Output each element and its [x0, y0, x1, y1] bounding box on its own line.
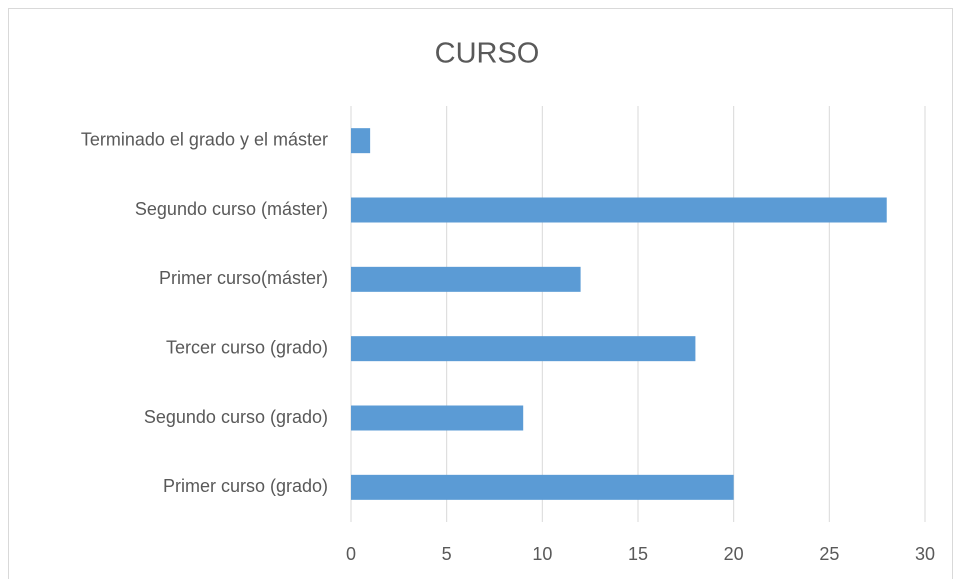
- bar: [351, 474, 734, 500]
- y-tick-label: Tercer curso (grado): [166, 337, 328, 357]
- x-tick-label: 20: [724, 544, 744, 564]
- bar: [351, 266, 581, 292]
- chart-title: CURSO: [435, 38, 540, 70]
- y-tick-label: Segundo curso (grado): [144, 407, 328, 427]
- y-tick-label: Primer curso(máster): [159, 268, 328, 288]
- bar: [351, 128, 371, 154]
- x-tick-label: 0: [346, 544, 356, 564]
- bar: [351, 405, 524, 431]
- x-tick-label: 10: [532, 544, 552, 564]
- bar: [351, 197, 887, 223]
- x-tick-label: 25: [819, 544, 839, 564]
- x-tick-label: 15: [628, 544, 648, 564]
- bar: [351, 336, 696, 362]
- y-tick-label: Segundo curso (máster): [135, 199, 328, 219]
- y-tick-label: Terminado el grado y el máster: [81, 129, 328, 149]
- y-tick-label: Primer curso (grado): [163, 476, 328, 496]
- x-tick-label: 30: [915, 544, 935, 564]
- x-tick-label: 5: [442, 544, 452, 564]
